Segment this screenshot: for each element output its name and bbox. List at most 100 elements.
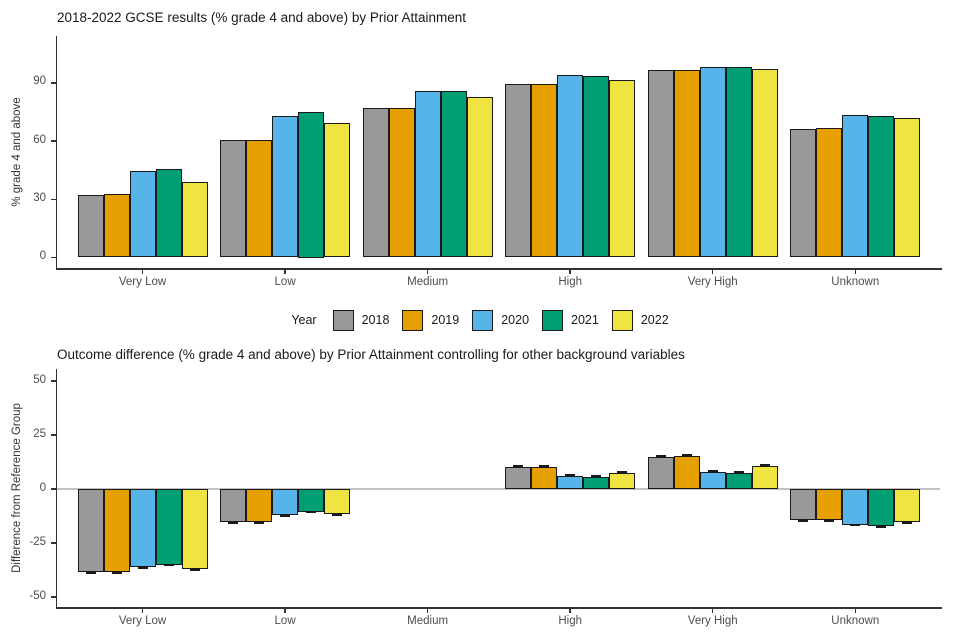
- error-bar-cap: [85, 571, 96, 574]
- bar-2020-very-high: [699, 67, 726, 258]
- legend-item-2018: 2018: [332, 309, 389, 331]
- y-tick-mark: [51, 542, 56, 544]
- y-tick-mark: [51, 434, 56, 436]
- error-bar-cap: [759, 464, 770, 467]
- error-bar-cap: [850, 524, 861, 527]
- x-category-label-unknown: Unknown: [831, 276, 880, 288]
- bar-2020-unknown: [842, 114, 869, 258]
- x-tick-mark: [426, 608, 429, 613]
- legend-title: Year: [291, 313, 317, 327]
- bar-2022-unknown: [894, 489, 921, 523]
- legend-label-2019: 2019: [431, 313, 460, 327]
- error-bar-cap: [280, 514, 291, 517]
- bar-2019-high: [531, 83, 558, 258]
- error-bar-cap: [681, 453, 692, 456]
- x-tick-mark: [854, 269, 857, 274]
- bar-2021-medium: [440, 90, 467, 258]
- y-tick-label: 0: [39, 250, 46, 262]
- x-tick-mark: [711, 269, 714, 274]
- legend-swatch-2021: [542, 309, 564, 331]
- legend-label-2021: 2021: [571, 313, 599, 327]
- bar-2022-unknown: [894, 117, 921, 258]
- bar-2020-very-low: [129, 489, 156, 567]
- x-tick-mark: [711, 608, 714, 613]
- x-tick-mark: [141, 269, 144, 274]
- error-bar-cap: [798, 519, 809, 523]
- bar-2019-low: [246, 140, 273, 258]
- bar-2020-high: [557, 476, 584, 489]
- error-bar-cap: [189, 568, 200, 571]
- bar-2022-very-high: [751, 69, 778, 258]
- bar-2019-very-low: [103, 489, 130, 573]
- y-tick-label: -50: [29, 589, 46, 602]
- x-tick-mark: [141, 608, 144, 613]
- error-bar-cap: [111, 571, 122, 574]
- y-axis-line: [55, 36, 57, 270]
- error-bar-cap: [332, 513, 343, 516]
- y-tick-label: 0: [39, 481, 46, 494]
- x-category-label-high: High: [558, 615, 582, 627]
- bar-2019-unknown: [816, 489, 843, 521]
- y-tick-label: 90: [33, 75, 46, 88]
- y-tick-mark: [51, 82, 56, 84]
- bar-2019-low: [246, 489, 273, 523]
- bar-2022-low: [324, 122, 351, 258]
- legend-swatch-2020: [472, 309, 494, 331]
- error-bar-cap: [733, 470, 744, 473]
- error-bar-cap: [902, 522, 913, 525]
- legend-label-2022: 2022: [640, 313, 669, 327]
- zero-reference-line: [57, 488, 940, 490]
- bar-2022-very-low: [181, 181, 208, 258]
- bar-2021-low: [298, 112, 325, 258]
- bar-2021-unknown: [868, 489, 895, 526]
- error-bar-cap: [539, 465, 550, 468]
- y-tick-mark: [51, 140, 56, 142]
- y-tick-label: 50: [33, 373, 46, 386]
- bar-2018-high: [505, 83, 532, 258]
- x-tick-mark: [284, 608, 286, 613]
- bar-2019-very-low: [103, 194, 130, 258]
- y-tick-mark: [51, 198, 56, 201]
- x-category-label-very-low: Very Low: [118, 276, 167, 288]
- bar-2018-unknown: [790, 489, 817, 521]
- error-bar-cap: [565, 474, 576, 477]
- error-bar-cap: [163, 564, 174, 567]
- x-category-label-very-high: Very High: [687, 276, 738, 288]
- bar-2020-high: [557, 75, 584, 258]
- x-category-label-low: Low: [274, 276, 296, 288]
- error-bar-cap: [617, 470, 628, 473]
- y-tick-mark: [51, 380, 56, 382]
- x-tick-mark: [569, 269, 571, 274]
- error-bar-cap: [876, 525, 887, 528]
- top-chart-title: 2018-2022 GCSE results (% grade 4 and ab…: [57, 10, 466, 25]
- bar-2022-very-low: [181, 489, 208, 569]
- bar-2020-low: [272, 489, 299, 515]
- bar-2020-very-high: [699, 471, 726, 489]
- error-bar-cap: [513, 465, 524, 468]
- bar-2018-low: [220, 489, 247, 523]
- bar-2019-medium: [388, 108, 415, 258]
- y-tick-label: 30: [33, 191, 46, 204]
- error-bar-cap: [655, 454, 666, 457]
- bar-2020-very-low: [129, 171, 156, 258]
- x-category-label-medium: Medium: [407, 276, 449, 288]
- bar-2021-unknown: [868, 115, 895, 258]
- legend-item-2019: 2019: [402, 309, 460, 331]
- error-bar-cap: [228, 522, 239, 525]
- bar-2021-high: [583, 477, 610, 489]
- bar-2019-very-high: [673, 455, 700, 489]
- y-tick-mark: [51, 256, 56, 259]
- x-tick-mark: [854, 608, 857, 613]
- bar-2021-very-high: [725, 472, 752, 489]
- x-category-label-unknown: Unknown: [831, 615, 880, 627]
- bar-2021-very-low: [155, 489, 182, 565]
- bar-2018-high: [505, 467, 532, 489]
- error-bar-cap: [591, 475, 602, 478]
- bar-2018-very-low: [77, 195, 104, 258]
- bar-2019-unknown: [816, 127, 843, 258]
- bar-2021-very-low: [155, 169, 182, 258]
- legend-item-2022: 2022: [611, 309, 669, 331]
- bar-2018-unknown: [790, 129, 817, 258]
- x-category-label-very-high: Very High: [687, 615, 738, 627]
